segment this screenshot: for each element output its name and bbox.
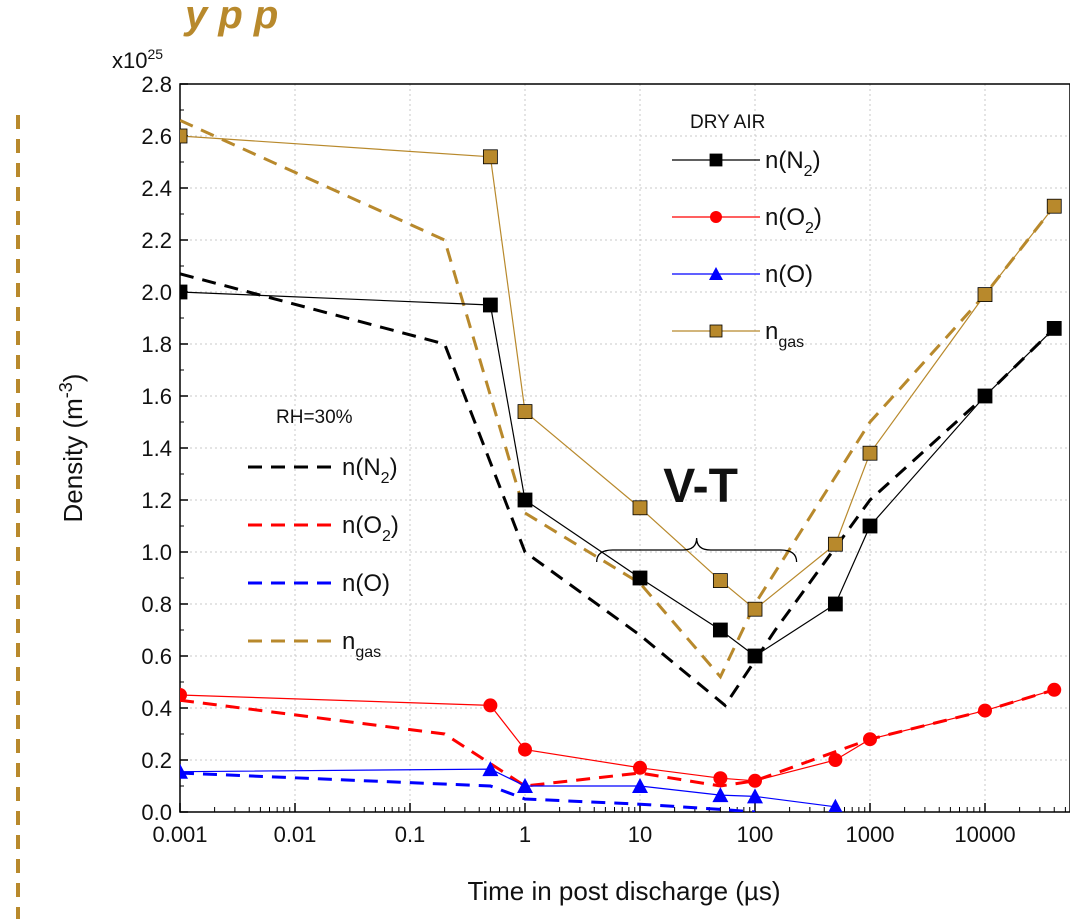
y-tick-labels: 0.0 0.2 0.4 0.6 0.8 1.0 1.2 1.4 1.6 1.8 2.0 2.2 2.4 2…: [141, 72, 172, 825]
data-point-square: [632, 570, 648, 586]
data-point-circle: [633, 760, 647, 775]
y-tick-label: 1.6: [141, 384, 172, 409]
series-line-dry-n2: [180, 291, 1055, 657]
data-point-square: [747, 601, 763, 617]
data-point-circle: [483, 698, 498, 713]
vt-brace: [596, 537, 798, 563]
y-tick-label: 1.0: [141, 540, 172, 565]
y-tick-label: 0.8: [141, 592, 172, 617]
data-point-triangle: [180, 763, 188, 779]
data-point-circle: [518, 742, 532, 757]
legend-label-rh-ngas: ngas: [342, 628, 381, 661]
x-tick-label: 1: [519, 822, 531, 847]
x-axis-title: Time in post discharge (µs): [467, 876, 780, 906]
data-point-square: [712, 573, 728, 588]
data-point-square: [180, 284, 188, 300]
vt-annotation: V-T: [596, 460, 798, 563]
x-tick-label: 0.001: [152, 822, 207, 847]
series-line-dry-o2: [180, 689, 1055, 782]
legend-label-dry-ngas: ngas: [765, 318, 804, 351]
x-tick-labels: 0.001 0.01 0.1 1 10 100 1000 10000: [152, 822, 1015, 847]
data-point-triangle: [632, 778, 648, 793]
data-point-triangle: [482, 761, 499, 777]
data-point-circle: [748, 773, 762, 788]
chart-title-fragment: y p p: [183, 0, 278, 37]
y-tick-label: 2.4: [141, 176, 172, 201]
y-tick-label: 2.8: [141, 72, 172, 97]
data-point-triangle: [517, 778, 533, 793]
series-line-rh-o2: [180, 688, 1055, 788]
x-tick-label: 0.01: [274, 822, 317, 847]
legend-label-rh-o2: n(O2): [342, 512, 399, 545]
data-point-circle: [713, 771, 728, 786]
y-tick-label: 2.6: [141, 124, 172, 149]
y-tick-label: 0.0: [141, 800, 172, 825]
data-point-triangle: [828, 798, 843, 812]
legend-rh30: RH=30% n(N2) n(O2) n(O) ngas: [248, 407, 399, 661]
data-point-circle: [180, 688, 187, 702]
series-line-rh-o: [180, 771, 756, 812]
y-axis-title: Density (m-3): [56, 374, 88, 523]
data-point-square: [517, 404, 533, 420]
data-point-square: [977, 287, 993, 303]
series-layer: [180, 119, 1062, 812]
data-point-square: [747, 648, 763, 664]
y-tick-label: 0.2: [141, 748, 172, 773]
data-point-square: [482, 297, 498, 313]
grid-lines: [180, 84, 1070, 812]
y-tick-label: 1.8: [141, 332, 172, 357]
data-point-square: [977, 388, 993, 404]
legend-label-dry-n2: n(N2): [765, 147, 821, 180]
data-point-triangle: [712, 787, 729, 803]
data-point-square: [827, 536, 843, 552]
y-multiplier: x1025: [112, 46, 163, 73]
legend-label-rh-o: n(O): [342, 570, 390, 597]
legend-label-dry-o2: n(O2): [765, 204, 822, 237]
legend-label-rh-n2: n(N2): [342, 454, 398, 487]
x-tick-label: 100: [737, 822, 774, 847]
x-tick-label: 0.1: [395, 822, 426, 847]
data-point-square: [862, 518, 878, 534]
x-tick-label: 10000: [954, 822, 1015, 847]
series-line-dry-o: [180, 768, 836, 808]
data-point-square: [712, 622, 728, 638]
data-point-square: [1046, 198, 1062, 214]
y-tick-label: 2.2: [141, 228, 172, 253]
x-tick-label: 10: [628, 822, 652, 847]
data-point-circle: [1047, 682, 1062, 697]
series-line-rh-ngas: [180, 119, 1056, 680]
data-point-square: [632, 500, 648, 516]
data-point-circle: [710, 211, 722, 223]
data-point-square: [709, 153, 723, 167]
legend-dry-air: DRY AIR n(N2) n(O2) n(O) ngas: [672, 112, 822, 351]
data-point-circle: [863, 732, 877, 747]
y-tick-label: 0.6: [141, 644, 172, 669]
data-point-square: [827, 596, 843, 612]
y-tick-label: 2.0: [141, 280, 172, 305]
data-point-square: [862, 445, 878, 461]
data-point-square: [180, 128, 188, 144]
data-point-square: [482, 149, 498, 165]
data-point-circle: [828, 753, 843, 767]
axis-ticks: [179, 83, 1066, 813]
vt-label: V-T: [663, 460, 738, 513]
data-point-triangle: [709, 267, 723, 280]
y-tick-label: 1.4: [141, 436, 172, 461]
y-tick-label: 0.4: [141, 696, 172, 721]
series-line-rh-n2: [180, 272, 1056, 708]
y-tick-label: 1.2: [141, 488, 172, 513]
data-point-square: [517, 492, 533, 508]
legend-label-dry-o: n(O): [765, 261, 813, 288]
x-tick-label: 1000: [846, 822, 895, 847]
data-point-triangle: [747, 788, 763, 804]
data-point-circle: [978, 703, 992, 718]
series-line-dry-ngas: [180, 135, 1055, 610]
legend-dry-title: DRY AIR: [690, 112, 765, 133]
data-point-square: [1046, 320, 1062, 336]
legend-rh-title: RH=30%: [276, 407, 353, 428]
data-point-square: [709, 324, 723, 338]
